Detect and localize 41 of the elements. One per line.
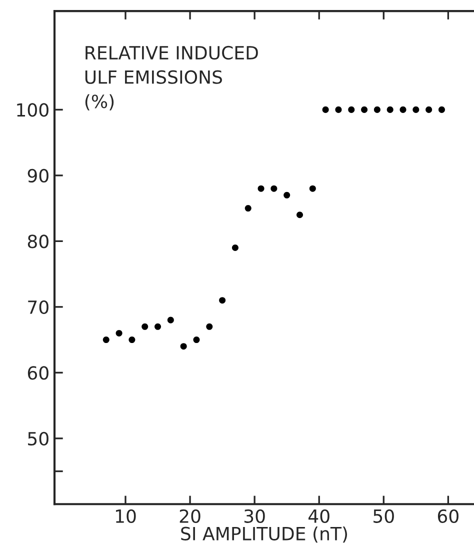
point [244, 205, 252, 212]
x-tick-label: 40 [308, 509, 330, 523]
point [296, 212, 304, 218]
point [361, 106, 368, 113]
x-tick-label: 50 [374, 509, 394, 523]
point [128, 336, 136, 344]
point [412, 106, 420, 113]
point [180, 343, 187, 350]
x-tick-label: 30 [244, 509, 265, 523]
point [167, 316, 174, 324]
point [284, 192, 290, 198]
y-tick-label: 60 [28, 366, 48, 380]
y-tick-label: 100 [17, 103, 48, 117]
point [206, 323, 213, 330]
point [374, 106, 380, 113]
point [386, 106, 394, 113]
point [335, 106, 342, 113]
point [154, 323, 162, 330]
point [400, 106, 406, 113]
x-tick-label: 20 [180, 509, 200, 523]
x-axis-title: SI AMPLITUDE (nT) [181, 526, 347, 543]
y-tick-label: 50 [28, 432, 48, 446]
point [232, 244, 238, 252]
point [348, 106, 355, 113]
x-tick-label: 60 [438, 509, 458, 523]
x-tick-label: 10 [116, 509, 136, 523]
point [426, 106, 432, 113]
point [258, 185, 264, 192]
y-axis-title: RELATIVE INDUCED ULF EMISSIONS (%) [85, 46, 258, 110]
point [193, 336, 200, 344]
y-tick-label: 90 [28, 168, 48, 183]
point [309, 185, 316, 192]
point [322, 106, 329, 113]
point [102, 336, 110, 344]
y-tick-label: 80 [28, 234, 48, 248]
point [142, 323, 148, 330]
point [116, 330, 122, 336]
point [270, 185, 278, 192]
point [219, 297, 226, 304]
y-tick-label: 70 [28, 300, 48, 314]
point [438, 106, 445, 113]
